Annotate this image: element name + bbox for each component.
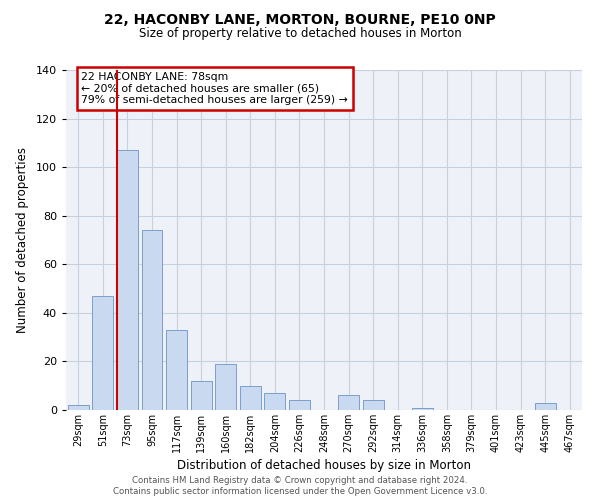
Bar bbox=[240, 386, 261, 410]
Bar bbox=[142, 230, 163, 410]
Bar bbox=[117, 150, 138, 410]
Bar bbox=[191, 381, 212, 410]
Bar bbox=[289, 400, 310, 410]
Bar bbox=[362, 400, 383, 410]
Text: 22 HACONBY LANE: 78sqm
← 20% of detached houses are smaller (65)
79% of semi-det: 22 HACONBY LANE: 78sqm ← 20% of detached… bbox=[82, 72, 348, 105]
Y-axis label: Number of detached properties: Number of detached properties bbox=[16, 147, 29, 333]
Bar bbox=[412, 408, 433, 410]
Text: 22, HACONBY LANE, MORTON, BOURNE, PE10 0NP: 22, HACONBY LANE, MORTON, BOURNE, PE10 0… bbox=[104, 12, 496, 26]
Bar bbox=[215, 364, 236, 410]
Bar bbox=[166, 330, 187, 410]
Bar bbox=[338, 396, 359, 410]
Bar bbox=[265, 393, 286, 410]
Bar bbox=[92, 296, 113, 410]
Text: Size of property relative to detached houses in Morton: Size of property relative to detached ho… bbox=[139, 28, 461, 40]
Text: Contains HM Land Registry data © Crown copyright and database right 2024.: Contains HM Land Registry data © Crown c… bbox=[132, 476, 468, 485]
Text: Contains public sector information licensed under the Open Government Licence v3: Contains public sector information licen… bbox=[113, 487, 487, 496]
Bar bbox=[535, 402, 556, 410]
X-axis label: Distribution of detached houses by size in Morton: Distribution of detached houses by size … bbox=[177, 459, 471, 472]
Bar bbox=[68, 405, 89, 410]
